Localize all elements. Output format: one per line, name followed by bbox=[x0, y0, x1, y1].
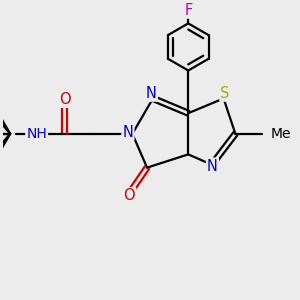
Text: NH: NH bbox=[26, 127, 47, 141]
Text: N: N bbox=[146, 86, 157, 101]
Text: N: N bbox=[207, 159, 218, 174]
Text: N: N bbox=[122, 125, 134, 140]
Text: O: O bbox=[59, 92, 70, 107]
Text: S: S bbox=[220, 86, 230, 101]
Text: Me: Me bbox=[271, 127, 291, 141]
Text: O: O bbox=[124, 188, 135, 203]
Text: F: F bbox=[184, 3, 192, 18]
